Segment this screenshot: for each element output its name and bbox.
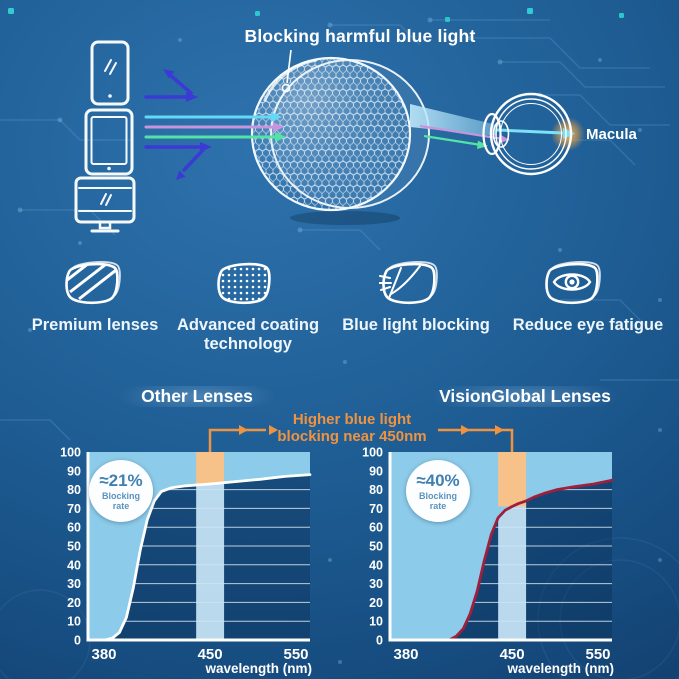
y-tick-label: 60 (67, 521, 81, 535)
monitor-icon (74, 176, 136, 233)
annotation-line1: Higher blue light (292, 411, 412, 428)
chart-title-other-lenses: Other Lenses (97, 386, 297, 407)
striped-lens-icon (65, 261, 121, 305)
y-tick-label: 50 (67, 540, 81, 554)
smartphone-icon (90, 40, 130, 106)
y-tick-label: 40 (67, 558, 81, 572)
badge-label-line2: rate (112, 501, 130, 511)
annotation-higher-blocking: Higher blue light blocking near 450nm (268, 411, 436, 445)
transmitted-light-rays (410, 104, 575, 149)
tablet-icon (84, 108, 134, 176)
blocking-rate-badge-visionglobal: ≈40% Blocking rate (406, 460, 470, 522)
y-tick-label: 20 (67, 596, 81, 610)
feature-label-blue-light-blocking: Blue light blocking (342, 316, 490, 334)
highlight-450nm-blocking (498, 452, 527, 507)
y-tick-label: 80 (67, 483, 81, 497)
y-tick-label: 50 (369, 540, 383, 554)
feature-label-premium-lenses: Premium lenses (31, 316, 159, 334)
x-tick-label: 380 (393, 646, 418, 663)
y-tick-label: 80 (369, 483, 383, 497)
eye-diagram (482, 92, 573, 176)
y-tick-label: 20 (369, 596, 383, 610)
coated-lens-icon (217, 262, 271, 305)
teal-node-dots (8, 8, 624, 22)
badge-value: ≈21% (99, 471, 143, 490)
feature-label-reduce-eye-fatigue: Reduce eye fatigue (512, 316, 664, 334)
chart-title-visionglobal-lenses: VisionGlobal Lenses (405, 386, 645, 407)
badge-value: ≈40% (416, 471, 460, 490)
chart-plot-area: 0 10 20 30 40 50 60 70 80 90 100 380 450 550 (362, 446, 614, 663)
x-tick-label: 550 (283, 646, 308, 663)
y-tick-label: 90 (369, 464, 383, 478)
chart-visionglobal-lenses: 0 10 20 30 40 50 60 70 80 90 100 380 450 550 (362, 446, 614, 663)
blocking-rate-badge-other: ≈21% Blocking rate (89, 460, 153, 522)
y-tick-label: 70 (67, 502, 81, 516)
axes (388, 452, 612, 642)
badge-label-line2: rate (429, 501, 447, 511)
transmission-curve (86, 473, 312, 642)
y-tick-label: 90 (67, 464, 81, 478)
hero-title: Blocking harmful blue light (244, 26, 476, 46)
x-tick-label: 450 (198, 646, 223, 663)
y-tick-label: 30 (67, 577, 81, 591)
y-tick-label: 10 (67, 615, 81, 629)
reflected-ray-arrows (144, 69, 212, 180)
blocking-lens-icon (379, 261, 438, 305)
feature-label-advanced-coating: Advanced coating technology (176, 316, 320, 353)
y-tick-label: 10 (369, 615, 383, 629)
y-tick-label: 0 (376, 634, 383, 648)
x-tick-label: 450 (500, 646, 525, 663)
macula-label: Macula (586, 126, 637, 143)
xaxis-label-left: wavelength (nm) (205, 661, 312, 676)
annotation-line2: blocking near 450nm (277, 428, 427, 445)
y-tick-label: 40 (369, 558, 383, 572)
blue-light-diagram (74, 40, 585, 233)
xaxis-label-right: wavelength (nm) (507, 661, 614, 676)
x-tick-label: 380 (91, 646, 116, 663)
coated-lens (250, 56, 430, 225)
badge-label-line1: Blocking (101, 491, 140, 501)
transmission-curve (388, 478, 614, 642)
badge-label-line1: Blocking (418, 491, 457, 501)
y-tick-label: 60 (369, 521, 383, 535)
x-tick-label: 550 (585, 646, 610, 663)
title-leader-line (281, 49, 292, 93)
highlight-450nm-blocking (196, 452, 225, 484)
y-tick-label: 100 (60, 446, 81, 460)
y-tick-label: 70 (369, 502, 383, 516)
incoming-light-rays (144, 112, 286, 142)
eye-lens-icon (545, 261, 601, 305)
y-tick-label: 0 (74, 634, 81, 648)
y-tick-label: 30 (369, 577, 383, 591)
y-tick-label: 100 (362, 446, 383, 460)
axes (86, 452, 310, 642)
